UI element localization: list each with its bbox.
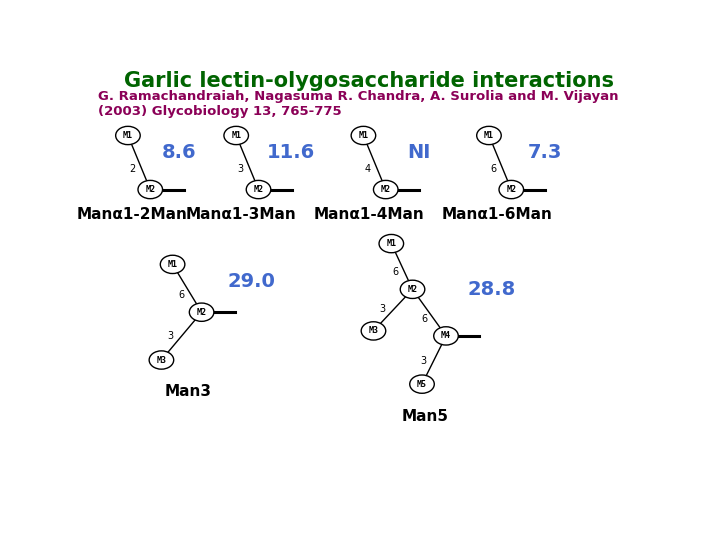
Text: Manα1-6Man: Manα1-6Man	[442, 207, 553, 222]
Text: 4: 4	[365, 164, 371, 174]
Text: 6: 6	[421, 314, 427, 325]
Circle shape	[374, 180, 398, 199]
Circle shape	[379, 234, 404, 253]
Text: Garlic lectin-olygosaccharide interactions: Garlic lectin-olygosaccharide interactio…	[124, 71, 614, 91]
Circle shape	[351, 126, 376, 145]
Circle shape	[400, 280, 425, 299]
Text: M2: M2	[145, 185, 156, 194]
Text: 3: 3	[379, 305, 386, 314]
Circle shape	[116, 126, 140, 145]
Text: M3: M3	[369, 326, 379, 335]
Text: M2: M2	[197, 308, 207, 316]
Text: M3: M3	[156, 355, 166, 364]
Circle shape	[224, 126, 248, 145]
Text: 6: 6	[490, 164, 497, 174]
Text: M1: M1	[123, 131, 133, 140]
Circle shape	[433, 327, 459, 345]
Text: 28.8: 28.8	[467, 280, 516, 299]
Text: 11.6: 11.6	[266, 143, 315, 161]
Text: M2: M2	[506, 185, 516, 194]
Text: 8.6: 8.6	[162, 143, 197, 161]
Text: M2: M2	[253, 185, 264, 194]
Text: M1: M1	[484, 131, 494, 140]
Text: M5: M5	[417, 380, 427, 389]
Text: NI: NI	[408, 143, 431, 161]
Text: M2: M2	[381, 185, 391, 194]
Text: M1: M1	[231, 131, 241, 140]
Circle shape	[361, 322, 386, 340]
Text: M2: M2	[408, 285, 418, 294]
Text: 2: 2	[130, 164, 135, 174]
Text: 3: 3	[238, 164, 243, 174]
Text: M1: M1	[387, 239, 396, 248]
Circle shape	[161, 255, 185, 274]
Text: G. Ramachandraiah, Nagasuma R. Chandra, A. Surolia and M. Vijayan
(2003) Glycobi: G. Ramachandraiah, Nagasuma R. Chandra, …	[99, 90, 619, 118]
Text: Man5: Man5	[401, 409, 449, 424]
Text: 7.3: 7.3	[528, 143, 562, 161]
Text: 6: 6	[178, 290, 184, 300]
Circle shape	[149, 351, 174, 369]
Circle shape	[246, 180, 271, 199]
Text: 29.0: 29.0	[228, 272, 276, 291]
Text: 3: 3	[420, 356, 427, 367]
Circle shape	[138, 180, 163, 199]
Text: M1: M1	[168, 260, 178, 269]
Text: 6: 6	[392, 267, 398, 277]
Text: Manα1-3Man: Manα1-3Man	[185, 207, 296, 222]
Circle shape	[189, 303, 214, 321]
Circle shape	[477, 126, 501, 145]
Text: M4: M4	[441, 332, 451, 340]
Text: Man3: Man3	[164, 384, 211, 399]
Text: M1: M1	[359, 131, 369, 140]
Text: 3: 3	[168, 332, 174, 341]
Text: Manα1-4Man: Manα1-4Man	[314, 207, 424, 222]
Circle shape	[410, 375, 434, 393]
Circle shape	[499, 180, 523, 199]
Text: Manα1-2Man: Manα1-2Man	[76, 207, 187, 222]
